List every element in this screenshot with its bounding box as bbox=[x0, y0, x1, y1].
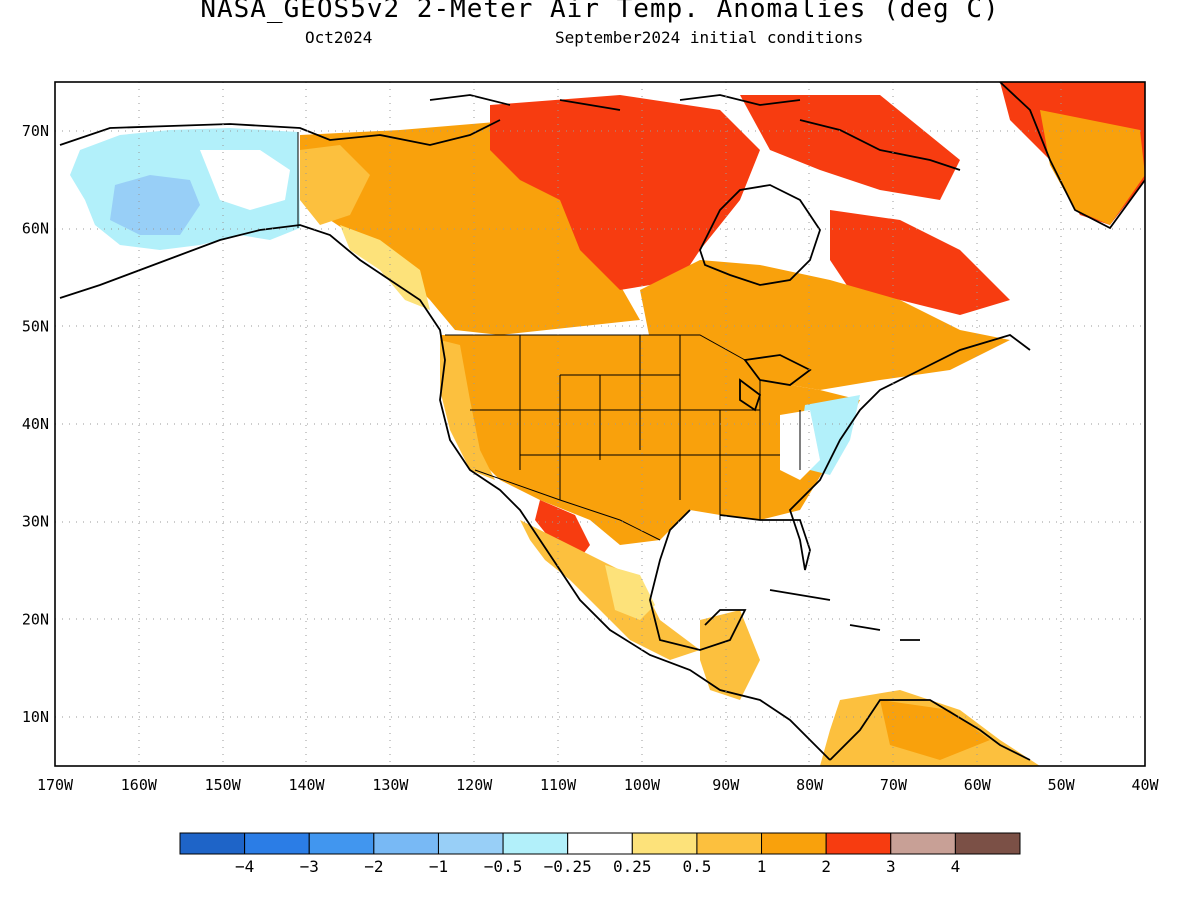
us-canada-border bbox=[445, 334, 746, 361]
colorbar-label: −3 bbox=[300, 857, 319, 876]
hudson-bay bbox=[699, 184, 821, 286]
longitude-tick-labels: 170W 160W 150W 140W 130W 120W 110W 100W 90W 80W 70… bbox=[37, 776, 1160, 794]
lon-tick-label: 40W bbox=[1131, 776, 1159, 794]
colorbar-swatch bbox=[244, 832, 310, 855]
yukon-mild bbox=[300, 145, 370, 225]
lon-tick-label: 70W bbox=[880, 776, 908, 794]
forecast-month: Oct2024 bbox=[305, 28, 373, 47]
eastern-canada-warm bbox=[640, 260, 1010, 390]
lon-tick-label: 140W bbox=[288, 776, 325, 794]
colorbar-swatch bbox=[761, 832, 827, 855]
lat-tick-label: 50N bbox=[22, 317, 49, 335]
colorbar-label: −0.5 bbox=[484, 857, 523, 876]
us-mexico-border bbox=[474, 469, 661, 541]
anomaly-field bbox=[70, 82, 1145, 766]
lat-tick-label: 40N bbox=[22, 415, 49, 433]
colorbar-label: −1 bbox=[429, 857, 448, 876]
colorbar-label: −4 bbox=[235, 857, 254, 876]
map-title: NASA_GEOS5v2 2-Meter Air Temp. Anomalies… bbox=[200, 0, 1000, 24]
colorbar-swatch bbox=[631, 832, 698, 855]
lon-tick-label: 170W bbox=[37, 776, 74, 794]
latitude-tick-labels: 10N 20N 30N 40N 50N 60N 70N bbox=[22, 122, 49, 726]
us-warm bbox=[440, 335, 860, 545]
colorbar-label: 0.5 bbox=[682, 857, 711, 876]
colorbar-label: −0.25 bbox=[544, 857, 592, 876]
greenland-warm bbox=[1040, 110, 1145, 225]
colorbar-swatch bbox=[825, 832, 892, 855]
arctic-archipelago bbox=[429, 94, 961, 171]
lon-tick-label: 60W bbox=[964, 776, 992, 794]
colorbar-label: 2 bbox=[821, 857, 831, 876]
south-america-coast bbox=[829, 699, 1031, 761]
lat-tick-label: 70N bbox=[22, 122, 49, 140]
initial-conditions: September2024 initial conditions bbox=[555, 28, 864, 47]
colorbar-label: 0.25 bbox=[613, 857, 652, 876]
lon-tick-label: 150W bbox=[205, 776, 242, 794]
west-coast-mild bbox=[440, 340, 495, 480]
caribbean-islands bbox=[769, 589, 920, 641]
colorbar-swatch bbox=[373, 832, 439, 855]
coastal-bc-normal bbox=[340, 225, 430, 310]
gulf-coast bbox=[649, 334, 1031, 651]
colorbar: −4 −3 −2 −1 −0.5 −0.25 0.25 0.5 1 2 3 4 bbox=[179, 832, 1021, 876]
lat-tick-label: 10N bbox=[22, 708, 49, 726]
colorbar-swatch bbox=[308, 832, 375, 855]
colorbar-swatch bbox=[502, 832, 569, 855]
alaska-cooler-region bbox=[110, 175, 200, 235]
lon-tick-label: 130W bbox=[372, 776, 409, 794]
lat-tick-label: 20N bbox=[22, 610, 49, 628]
arctic-islands-hot bbox=[740, 95, 960, 200]
lon-tick-label: 120W bbox=[456, 776, 493, 794]
lat-tick-label: 60N bbox=[22, 220, 49, 238]
lat-tick-label: 30N bbox=[22, 513, 49, 531]
borders bbox=[297, 132, 801, 541]
colorbar-label: 3 bbox=[886, 857, 896, 876]
colorbar-label: −2 bbox=[364, 857, 383, 876]
yucatan-warm bbox=[700, 610, 760, 700]
labrador-hot bbox=[830, 210, 1010, 315]
nunavut-hot bbox=[490, 95, 760, 290]
mexico-warm bbox=[520, 520, 700, 660]
lon-tick-label: 50W bbox=[1048, 776, 1076, 794]
lon-tick-label: 90W bbox=[712, 776, 740, 794]
state-lines bbox=[470, 335, 801, 520]
colorbar-label: 1 bbox=[757, 857, 767, 876]
greenland-coast bbox=[999, 82, 1145, 230]
colorbar-swatch bbox=[179, 832, 246, 855]
alaska-coast bbox=[59, 119, 831, 761]
colorbar-swatch bbox=[437, 832, 504, 855]
colorbar-label: 4 bbox=[951, 857, 961, 876]
colorbar-swatch bbox=[567, 832, 633, 855]
colorbar-swatch bbox=[696, 832, 763, 855]
map-frame bbox=[54, 81, 1146, 767]
colorbar-swatch bbox=[890, 832, 956, 855]
venezuela-warmer bbox=[880, 700, 990, 760]
lon-tick-label: 160W bbox=[121, 776, 158, 794]
lon-tick-label: 80W bbox=[796, 776, 824, 794]
central-mexico-mild bbox=[605, 565, 655, 620]
colorbar-swatch bbox=[954, 832, 1021, 855]
lon-tick-label: 110W bbox=[540, 776, 577, 794]
lon-tick-label: 100W bbox=[624, 776, 661, 794]
